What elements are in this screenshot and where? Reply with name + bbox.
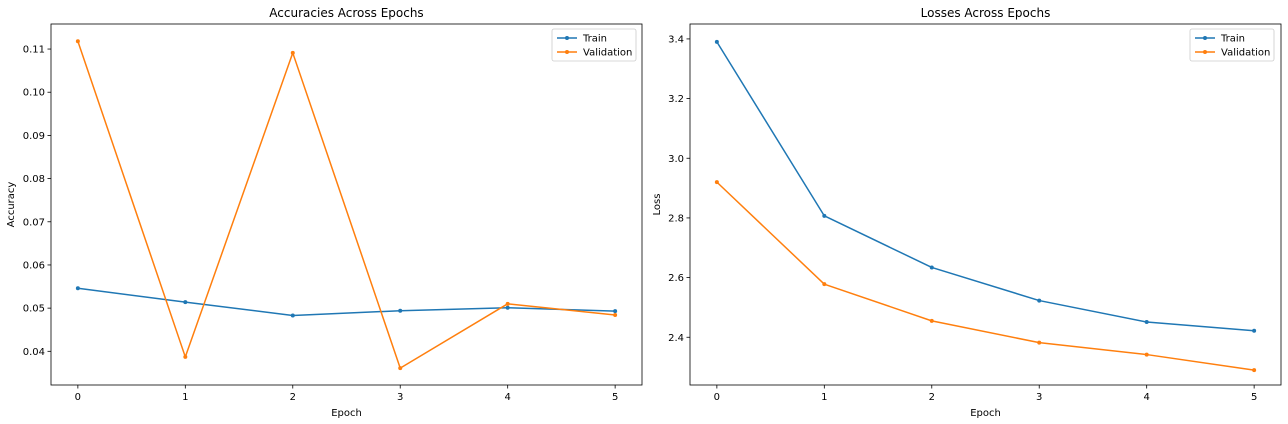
y-tick-label: 0.08: [23, 174, 45, 185]
chart-title: Losses Across Epochs: [921, 6, 1051, 20]
y-axis-title: Loss: [652, 194, 663, 216]
data-point-validation: [75, 39, 80, 44]
data-point-validation: [1144, 352, 1149, 357]
y-tick-label: 2.6: [668, 273, 684, 284]
legend-marker-validation: [565, 50, 569, 54]
loss-chart: Losses Across Epochs 0 1 2 3 4 5 2.4 2.6 2.8 3.0 3.…: [652, 6, 1282, 419]
series-line-validation: [716, 181, 1255, 371]
y-tick-label: 0.10: [23, 88, 45, 99]
x-tick-label: 5: [1251, 392, 1257, 403]
data-point-train: [1144, 320, 1149, 325]
y-tick-label: 0.05: [23, 304, 45, 315]
data-point-train: [398, 308, 403, 313]
data-point-train: [290, 313, 295, 318]
legend-marker-train: [565, 36, 569, 40]
data-point-train: [822, 213, 827, 218]
data-point-train: [613, 309, 618, 314]
x-tick-label: 3: [1036, 392, 1042, 403]
plot-frame: [689, 23, 1282, 386]
data-point-validation: [929, 318, 934, 323]
accuracy-chart: Accuracies Across Epochs 0 1 2 3 4 5 0.04 0.05 0.…: [6, 6, 643, 419]
legend-marker-validation: [1203, 50, 1207, 54]
plot-frame: [50, 23, 643, 386]
y-tick-label: 0.07: [23, 217, 45, 228]
chart-title: Accuracies Across Epochs: [269, 6, 423, 20]
y-tick-label: 0.06: [23, 260, 45, 271]
legend-frame: [1189, 28, 1275, 62]
x-tick-label: 2: [290, 392, 296, 403]
legend-frame: [551, 28, 637, 62]
legend-label-train: Train: [582, 34, 607, 45]
data-point-validation: [398, 366, 403, 371]
data-point-validation: [1037, 340, 1042, 345]
data-point-train: [1037, 298, 1042, 303]
legend-marker-train: [1203, 36, 1207, 40]
x-tick-label: 5: [612, 392, 618, 403]
data-point-validation: [290, 50, 295, 55]
data-point-validation: [1252, 368, 1257, 373]
data-point-train: [183, 300, 188, 305]
y-axis-title: Accuracy: [6, 182, 17, 228]
data-point-train: [75, 286, 80, 291]
data-point-validation: [183, 354, 188, 359]
legend-label-train: Train: [1220, 34, 1245, 45]
x-tick-label: 4: [504, 392, 510, 403]
y-tick-label: 3.4: [668, 34, 684, 45]
y-tick-label: 2.4: [668, 333, 684, 344]
legend: Train Validation: [551, 28, 637, 62]
legend: Train Validation: [1189, 28, 1275, 62]
x-tick-label: 4: [1143, 392, 1149, 403]
y-tick-label: 3.2: [668, 94, 684, 105]
x-tick-label: 3: [397, 392, 403, 403]
y-tick-label: 0.11: [23, 45, 45, 56]
data-point-train: [505, 305, 510, 310]
y-tick-label: 3.0: [668, 154, 684, 165]
legend-label-validation: Validation: [583, 48, 632, 59]
x-tick-label: 0: [75, 392, 81, 403]
series-line-train: [77, 287, 616, 317]
data-point-validation: [822, 282, 827, 287]
series-line-train: [716, 41, 1255, 332]
y-tick-label: 2.8: [668, 213, 684, 224]
data-point-validation: [505, 301, 510, 306]
data-point-train: [714, 39, 719, 44]
x-tick-label: 1: [821, 392, 827, 403]
series-line-validation: [77, 41, 616, 369]
x-tick-label: 0: [714, 392, 720, 403]
y-tick-label: 0.09: [23, 131, 45, 142]
x-axis-title: Epoch: [970, 408, 1001, 419]
legend-label-validation: Validation: [1221, 48, 1270, 59]
x-axis-title: Epoch: [331, 408, 362, 419]
data-point-validation: [613, 313, 618, 318]
data-point-train: [929, 265, 934, 270]
x-tick-label: 2: [929, 392, 935, 403]
data-point-validation: [714, 180, 719, 185]
x-tick-label: 1: [182, 392, 188, 403]
data-point-train: [1252, 328, 1257, 333]
y-tick-label: 0.04: [23, 347, 45, 358]
